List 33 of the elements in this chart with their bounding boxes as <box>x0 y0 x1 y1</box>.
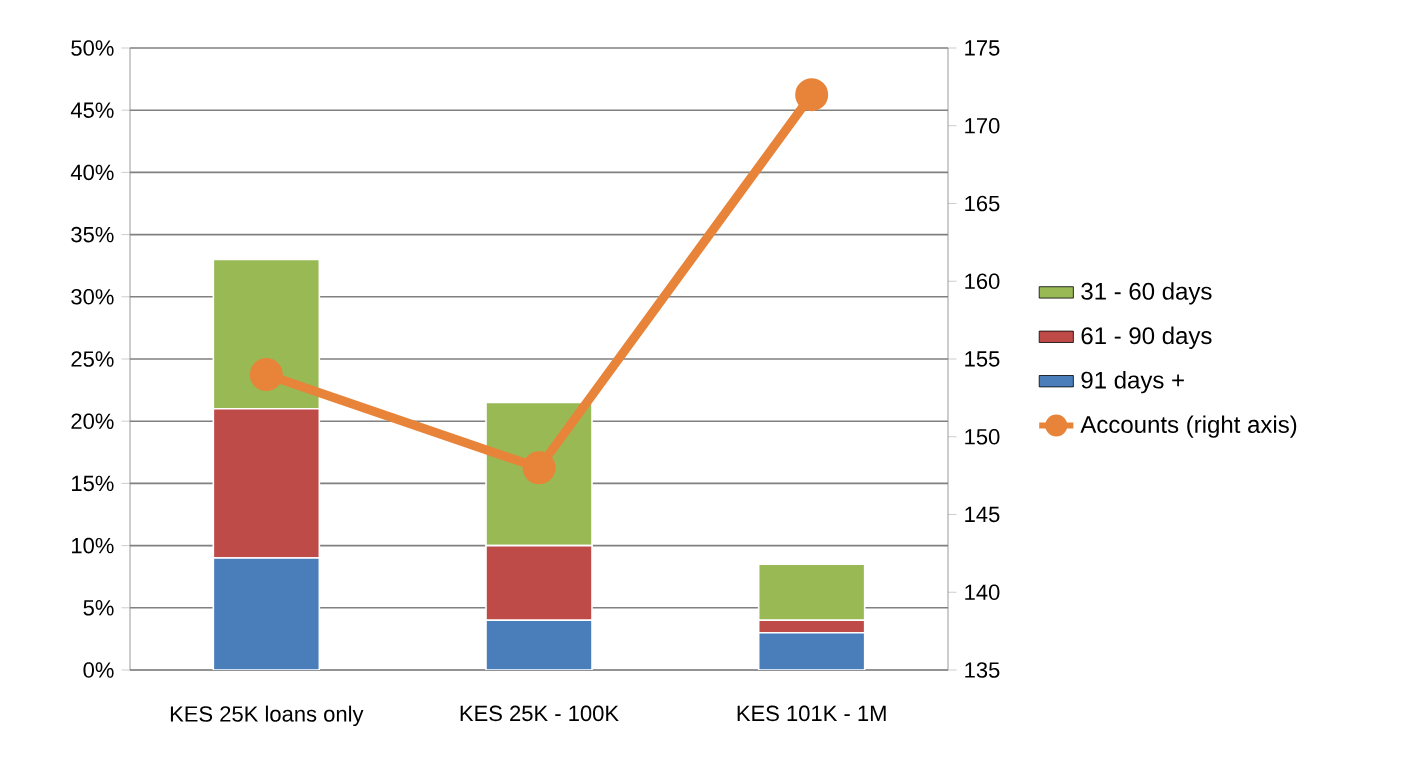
x-tick-label: KES 25K - 100K <box>460 705 619 722</box>
y2-tick-label: 135 <box>965 662 1000 678</box>
y-tick-label: 10% <box>72 537 114 554</box>
y2-tick-label: 175 <box>965 40 1000 56</box>
y-tick-label: 20% <box>71 413 114 429</box>
y-tick-label: 15% <box>72 475 114 492</box>
legend-label: 91 days + <box>1081 371 1184 394</box>
bar <box>485 619 593 670</box>
legend-label: Accounts (right axis) <box>1080 415 1297 438</box>
bar <box>757 631 866 670</box>
y-tick-label: 45% <box>70 102 114 118</box>
legend-label: 61 - 90 days <box>1081 326 1212 349</box>
y2-tick-label: 160 <box>965 273 1000 290</box>
x-tick-label: KES 25K loans only <box>170 705 364 727</box>
y2-tick-label: 150 <box>965 428 1000 445</box>
y-tick-label: 5% <box>83 600 114 616</box>
y-tick-label: 0% <box>83 662 114 678</box>
y-tick-label: 35% <box>71 226 114 243</box>
y-tick-label: 25% <box>71 351 114 367</box>
y2-tick-label: 155 <box>965 351 1000 367</box>
x-tick-label: KES 101K - 1M <box>737 705 886 722</box>
bar <box>212 557 321 670</box>
y-tick-label: 50% <box>71 40 114 56</box>
point <box>522 451 556 485</box>
legend-label: 31 - 60 days <box>1081 282 1212 305</box>
y2-tick-label: 140 <box>965 584 1000 601</box>
point <box>249 358 283 392</box>
y-tick-label: 40% <box>70 164 114 181</box>
y-tick-label: 30% <box>71 289 114 305</box>
y2-tick-label: 170 <box>965 117 1000 134</box>
y2-tick-label: 145 <box>965 506 1000 523</box>
point <box>795 78 829 112</box>
y2-tick-label: 165 <box>965 195 1000 212</box>
